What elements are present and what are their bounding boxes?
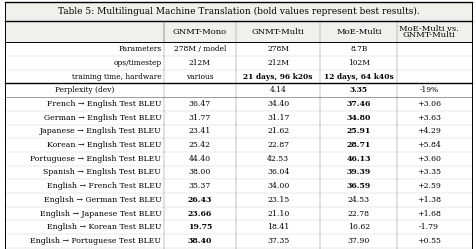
Text: 28.71: 28.71	[346, 141, 370, 149]
Text: 4.14: 4.14	[269, 86, 286, 94]
Text: Spanish → English Test BLEU: Spanish → English Test BLEU	[43, 168, 161, 177]
Text: 34.00: 34.00	[267, 182, 289, 190]
Text: English → Japanese Test BLEU: English → Japanese Test BLEU	[40, 209, 161, 218]
Text: 25.91: 25.91	[346, 127, 370, 135]
Text: 22.87: 22.87	[267, 141, 288, 149]
Text: training time, hardware: training time, hardware	[71, 72, 161, 81]
Text: +3.35: +3.35	[416, 168, 440, 177]
Text: 39.39: 39.39	[346, 168, 370, 177]
Text: 37.90: 37.90	[347, 237, 369, 245]
Text: 26.43: 26.43	[188, 196, 212, 204]
Text: 22.78: 22.78	[347, 209, 369, 218]
Text: 36.47: 36.47	[188, 100, 210, 108]
Text: +3.63: +3.63	[416, 114, 440, 122]
Text: 19.75: 19.75	[188, 223, 212, 231]
Text: GNMT-Multi: GNMT-Multi	[402, 31, 455, 39]
Text: 44.40: 44.40	[188, 155, 210, 163]
Text: Korean → English Test BLEU: Korean → English Test BLEU	[47, 141, 161, 149]
Text: 23.15: 23.15	[267, 196, 289, 204]
Text: 24.53: 24.53	[347, 196, 369, 204]
Text: GNMT-Mono: GNMT-Mono	[172, 28, 227, 36]
Text: French → English Test BLEU: French → English Test BLEU	[47, 100, 161, 108]
Text: 36.59: 36.59	[346, 182, 370, 190]
Text: English → Portuguese Test BLEU: English → Portuguese Test BLEU	[30, 237, 161, 245]
Text: +4.29: +4.29	[416, 127, 440, 135]
Text: +3.60: +3.60	[416, 155, 440, 163]
Text: Portuguese → English Test BLEU: Portuguese → English Test BLEU	[30, 155, 161, 163]
Text: 278M: 278M	[267, 45, 288, 53]
Text: +3.06: +3.06	[416, 100, 440, 108]
Text: 21.62: 21.62	[267, 127, 288, 135]
Text: ops/timestep: ops/timestep	[113, 59, 161, 67]
Text: 12 days, 64 k40s: 12 days, 64 k40s	[323, 72, 393, 81]
Text: 18.41: 18.41	[267, 223, 289, 231]
Text: +1.38: +1.38	[416, 196, 440, 204]
Bar	[5, 21, 471, 42]
Text: 23.41: 23.41	[188, 127, 210, 135]
Text: 278M / model: 278M / model	[173, 45, 226, 53]
Text: German → English Test BLEU: German → English Test BLEU	[43, 114, 161, 122]
Text: GNMT-Multi: GNMT-Multi	[251, 28, 304, 36]
Text: MoE-Multi vs.: MoE-Multi vs.	[398, 25, 458, 33]
Text: 37.35: 37.35	[267, 237, 289, 245]
Text: 34.40: 34.40	[267, 100, 289, 108]
Text: 212M: 212M	[188, 59, 210, 67]
Text: 36.04: 36.04	[267, 168, 289, 177]
Text: 16.62: 16.62	[347, 223, 369, 231]
Text: 37.46: 37.46	[346, 100, 370, 108]
Text: 21 days, 96 k20s: 21 days, 96 k20s	[243, 72, 312, 81]
Text: 42.53: 42.53	[267, 155, 288, 163]
Text: +5.84: +5.84	[416, 141, 440, 149]
Text: 35.37: 35.37	[188, 182, 210, 190]
Text: 212M: 212M	[267, 59, 288, 67]
Text: 25.42: 25.42	[188, 141, 210, 149]
Text: English → German Test BLEU: English → German Test BLEU	[43, 196, 161, 204]
Text: +0.55: +0.55	[416, 237, 440, 245]
Text: 38.40: 38.40	[188, 237, 212, 245]
Text: 31.17: 31.17	[267, 114, 289, 122]
Text: MoE-Multi: MoE-Multi	[336, 28, 381, 36]
Text: Perplexity (dev): Perplexity (dev)	[54, 86, 114, 94]
Text: Japanese → English Test BLEU: Japanese → English Test BLEU	[40, 127, 161, 135]
Text: 3.35: 3.35	[349, 86, 367, 94]
Text: 31.77: 31.77	[188, 114, 210, 122]
Text: 102M: 102M	[347, 59, 369, 67]
Text: various: various	[186, 72, 213, 81]
Text: +2.59: +2.59	[416, 182, 440, 190]
Text: 21.10: 21.10	[267, 209, 289, 218]
Text: -1.79: -1.79	[418, 223, 438, 231]
Text: 23.66: 23.66	[188, 209, 212, 218]
Text: 46.13: 46.13	[346, 155, 370, 163]
Text: English → French Test BLEU: English → French Test BLEU	[47, 182, 161, 190]
Text: Table 5: Multilingual Machine Translation (bold values represent best results).: Table 5: Multilingual Machine Translatio…	[58, 7, 418, 16]
Text: 34.80: 34.80	[346, 114, 370, 122]
Bar	[5, 2, 471, 21]
Text: 8.7B: 8.7B	[349, 45, 367, 53]
Text: Parameters: Parameters	[118, 45, 161, 53]
Text: -19%: -19%	[418, 86, 437, 94]
Text: +1.68: +1.68	[416, 209, 440, 218]
Text: English → Korean Test BLEU: English → Korean Test BLEU	[47, 223, 161, 231]
Text: 38.00: 38.00	[188, 168, 211, 177]
